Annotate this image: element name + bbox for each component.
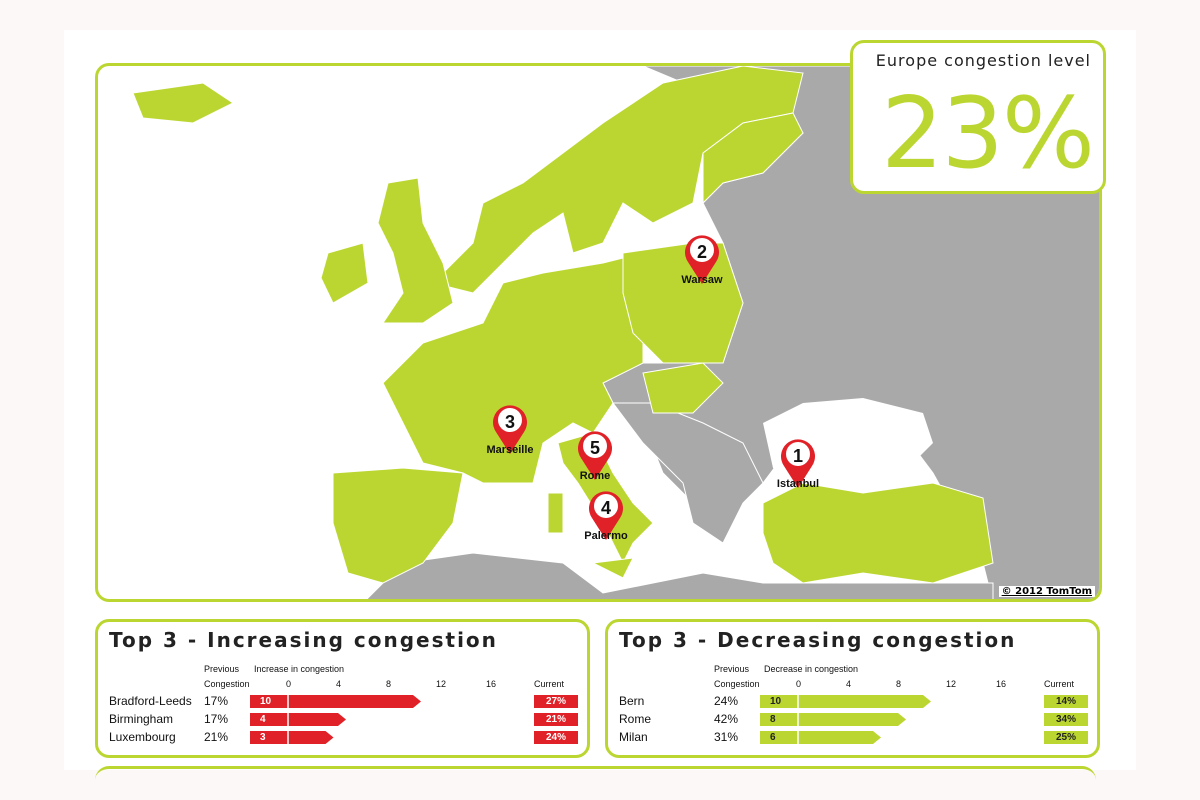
bar-value-label: 10 xyxy=(260,696,272,707)
x-tick-label: 4 xyxy=(336,679,342,689)
iceland xyxy=(132,82,234,124)
bar-value-label: 6 xyxy=(770,732,776,743)
pin-city-label: Warsaw xyxy=(681,274,723,286)
row-city: Bradford-Leeds xyxy=(109,694,192,708)
row-current: 24% xyxy=(534,731,578,744)
pin-rank: 4 xyxy=(600,498,611,518)
x-tick-label: 12 xyxy=(436,679,447,689)
ireland xyxy=(320,242,369,304)
congestion-level-title: Europe congestion level xyxy=(875,51,1091,70)
map-pin-icon xyxy=(578,431,612,480)
bar-value-label: 3 xyxy=(260,732,266,743)
x-tick-label: 8 xyxy=(386,679,392,689)
sicily xyxy=(591,557,634,579)
row-current: 34% xyxy=(1044,713,1088,726)
current-header: Current xyxy=(534,679,565,689)
row-current: 25% xyxy=(1044,731,1088,744)
pin-rank: 2 xyxy=(696,242,707,262)
x-axis-label: Decrease in congestion xyxy=(764,664,859,674)
x-tick-label: 12 xyxy=(946,679,957,689)
previous-header: Previous xyxy=(714,664,750,674)
increasing-congestion-panel: Top 3 - Increasing congestion Previous C… xyxy=(95,619,590,758)
map-pin-icon xyxy=(589,491,623,540)
bar: 6 xyxy=(760,731,881,744)
pin-city-label: Palermo xyxy=(584,530,628,542)
x-axis-label: Increase in congestion xyxy=(254,664,345,674)
x-tick-label: 16 xyxy=(486,679,497,689)
bar: 10 xyxy=(250,695,421,708)
balkans-land xyxy=(612,402,764,544)
x-tick-label: 16 xyxy=(996,679,1007,689)
map-pin-icon xyxy=(493,405,527,454)
hungary xyxy=(642,362,724,414)
row-previous: 24% xyxy=(714,694,739,708)
iberia xyxy=(332,467,464,584)
previous-header-2: Congestion xyxy=(204,679,250,689)
row-previous: 17% xyxy=(204,694,229,708)
pin-city-label: Marseille xyxy=(486,444,534,456)
previous-header-2: Congestion xyxy=(714,679,760,689)
panel-title: Top 3 - Decreasing congestion xyxy=(619,628,1017,652)
pin-rank: 3 xyxy=(504,412,515,432)
row-previous: 42% xyxy=(714,712,739,726)
previous-header: Previous xyxy=(204,664,240,674)
x-tick-label: 0 xyxy=(286,679,292,689)
bar-value-label: 10 xyxy=(770,696,782,707)
row-previous: 21% xyxy=(204,730,229,744)
map-pin-icon xyxy=(685,235,719,284)
great-britain xyxy=(377,177,454,324)
row-city: Rome xyxy=(619,712,652,726)
bar: 10 xyxy=(760,695,931,708)
x-tick-label: 4 xyxy=(846,679,852,689)
bar: 8 xyxy=(760,713,906,726)
bar: 4 xyxy=(250,713,346,726)
congestion-level-card: Europe congestion level 23% xyxy=(850,40,1106,194)
row-city: Luxembourg xyxy=(109,730,176,744)
row-city: Bern xyxy=(619,694,645,708)
bottom-panel-edge xyxy=(95,766,1096,789)
turkey xyxy=(762,482,994,584)
bar-value-label: 8 xyxy=(770,714,776,725)
map-pin-icon xyxy=(781,439,815,488)
pin-rank: 5 xyxy=(589,438,600,458)
bar: 3 xyxy=(250,731,334,744)
row-current: 27% xyxy=(534,695,578,708)
current-header: Current xyxy=(1044,679,1075,689)
row-previous: 31% xyxy=(714,730,739,744)
row-city: Birmingham xyxy=(109,712,174,726)
decreasing-congestion-panel: Top 3 - Decreasing congestion Previous C… xyxy=(605,619,1100,758)
congestion-level-value: 23% xyxy=(881,77,1095,191)
finland xyxy=(702,112,804,205)
row-previous: 17% xyxy=(204,712,229,726)
row-current: 21% xyxy=(534,713,578,726)
row-current: 14% xyxy=(1044,695,1088,708)
pin-city-label: Istanbul xyxy=(776,478,820,490)
pin-rank: 1 xyxy=(792,446,803,466)
panel-title: Top 3 - Increasing congestion xyxy=(109,628,498,652)
pin-city-label: Rome xyxy=(579,470,611,482)
x-tick-label: 0 xyxy=(796,679,802,689)
copyright-text: © 2012 TomTom xyxy=(998,586,1095,597)
sardinia xyxy=(547,492,564,534)
row-city: Milan xyxy=(619,730,648,744)
x-tick-label: 8 xyxy=(896,679,902,689)
bar-value-label: 4 xyxy=(260,714,266,725)
north-africa-land xyxy=(366,552,994,599)
